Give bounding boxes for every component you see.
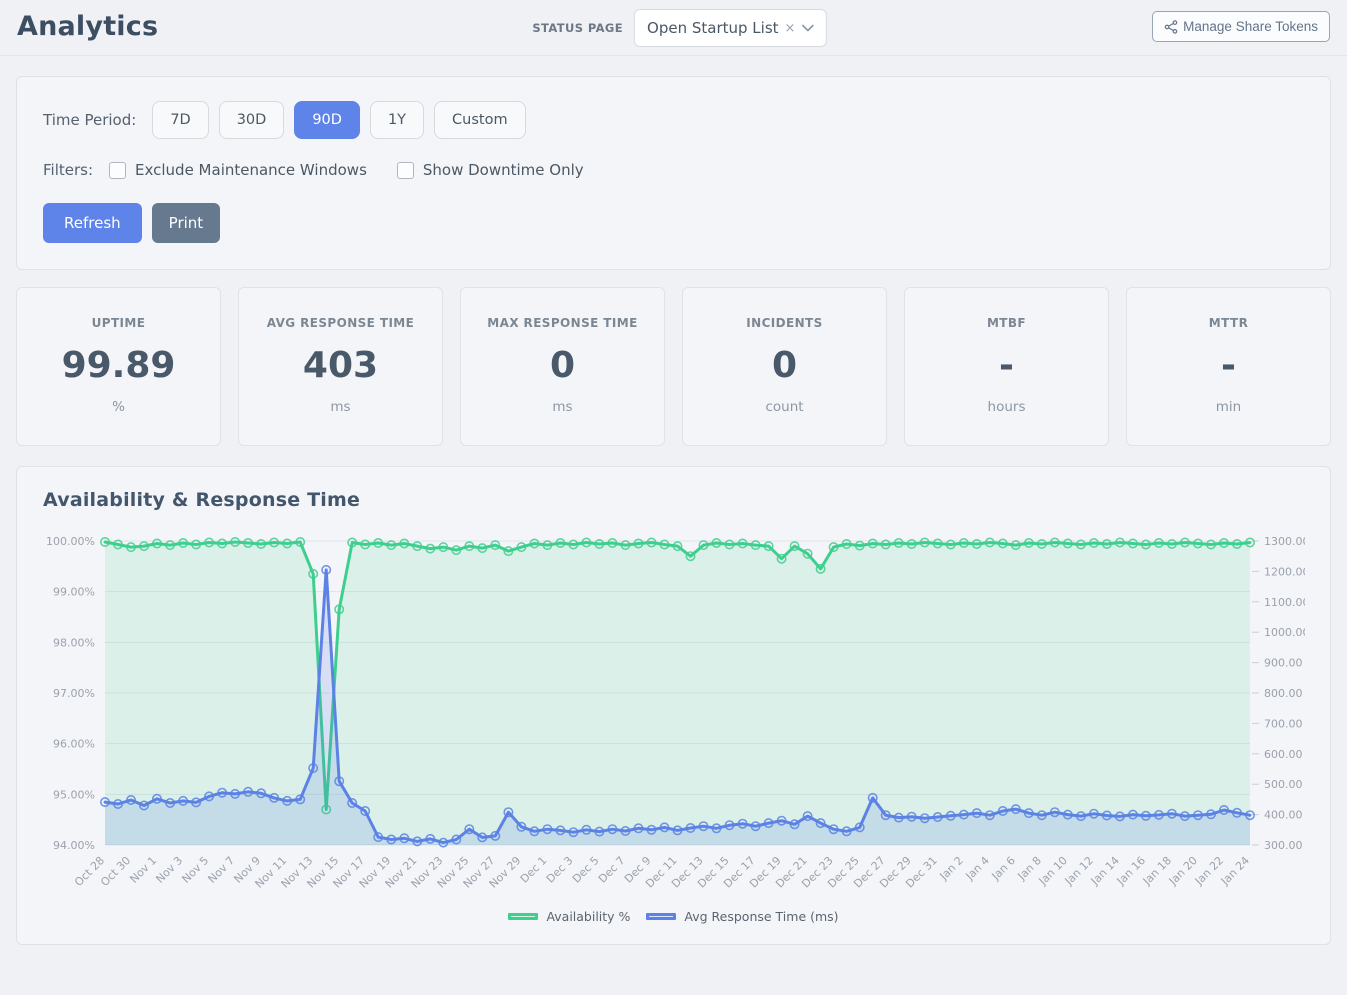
time-period-group: 7D 30D 90D 1Y Custom [152, 101, 526, 139]
svg-text:700.00: 700.00 [1264, 717, 1303, 730]
stat-unit: min [1215, 399, 1242, 415]
availability-response-chart: 100.00% 99.00% 98.00% 97.00% 96.00% 95.00% 94.… [46, 535, 1309, 891]
svg-text:100.00%: 100.00% [46, 535, 95, 548]
stat-label: INCIDENTS [746, 316, 823, 330]
time-period-button-1y[interactable]: 1Y [369, 101, 425, 139]
time-period-button-custom[interactable]: Custom [434, 101, 526, 139]
svg-text:Nov 1: Nov 1 [127, 854, 159, 886]
legend-swatch-icon [508, 913, 539, 920]
status-page-select[interactable]: Open Startup List × [634, 9, 827, 47]
stat-card-mtbf: MTBF - hours [904, 287, 1109, 446]
svg-text:400.00: 400.00 [1264, 809, 1303, 822]
refresh-button[interactable]: Refresh [43, 203, 142, 243]
svg-text:97.00%: 97.00% [53, 687, 95, 700]
svg-text:99.00%: 99.00% [53, 586, 95, 599]
stat-value: 0 [771, 345, 798, 386]
legend-item[interactable]: Availability % [508, 909, 630, 924]
svg-text:96.00%: 96.00% [53, 738, 95, 751]
svg-text:Oct 30: Oct 30 [98, 854, 133, 889]
svg-text:Jan 4: Jan 4 [963, 854, 992, 883]
stat-card-mttr: MTTR - min [1126, 287, 1331, 446]
stat-label: MAX RESPONSE TIME [487, 316, 638, 330]
stat-value: 99.89 [61, 345, 176, 386]
chevron-down-icon [801, 24, 814, 32]
time-period-button-30d[interactable]: 30D [218, 101, 285, 139]
chart-title: Availability & Response Time [43, 489, 361, 511]
svg-text:600.00: 600.00 [1264, 748, 1303, 761]
top-header: Analytics STATUS PAGE Open Startup List … [0, 0, 1347, 56]
stat-value: - [1221, 345, 1236, 386]
exclude-maintenance-checkbox[interactable]: Exclude Maintenance Windows [109, 161, 367, 179]
stat-label: UPTIME [91, 316, 146, 330]
svg-text:Jan 16: Jan 16 [1114, 854, 1148, 888]
stat-unit: ms [552, 399, 573, 415]
svg-text:1300.00: 1300.00 [1264, 535, 1305, 548]
time-period-label: Time Period: [43, 111, 137, 129]
legend-swatch-icon [646, 913, 677, 920]
chart-legend: Availability % Avg Response Time (ms) [43, 909, 1304, 924]
svg-text:800.00: 800.00 [1264, 687, 1303, 700]
svg-text:94.00%: 94.00% [53, 839, 95, 852]
svg-text:Dec 5: Dec 5 [570, 854, 602, 886]
checkbox-icon[interactable] [396, 161, 414, 179]
svg-text:Nov 5: Nov 5 [179, 854, 211, 886]
show-downtime-checkbox[interactable]: Show Downtime Only [396, 161, 584, 179]
stat-label: MTBF [986, 316, 1027, 330]
legend-label: Avg Response Time (ms) [684, 909, 839, 924]
stat-unit: count [765, 399, 804, 415]
svg-text:95.00%: 95.00% [53, 788, 95, 801]
svg-text:Jan 20: Jan 20 [1166, 854, 1200, 888]
svg-text:1100.00: 1100.00 [1264, 596, 1305, 609]
svg-text:Jan 2: Jan 2 [937, 854, 966, 883]
filters-label: Filters: [43, 161, 94, 179]
status-page-label: STATUS PAGE [532, 21, 624, 35]
svg-text:Jan 18: Jan 18 [1140, 854, 1174, 888]
stat-label: AVG RESPONSE TIME [266, 316, 415, 330]
svg-text:Jan 14: Jan 14 [1088, 854, 1122, 888]
svg-text:900.00: 900.00 [1264, 657, 1303, 670]
svg-text:Jan 12: Jan 12 [1062, 854, 1096, 888]
stat-value: 403 [302, 345, 379, 386]
share-icon [1164, 19, 1178, 34]
svg-text:Nov 3: Nov 3 [153, 854, 185, 886]
stat-unit: % [112, 399, 125, 415]
stat-value: - [999, 345, 1014, 386]
svg-text:Jan 10: Jan 10 [1036, 854, 1070, 888]
svg-text:1200.00: 1200.00 [1264, 565, 1305, 578]
svg-text:Dec 7: Dec 7 [596, 854, 628, 886]
legend-label: Availability % [546, 909, 631, 924]
stat-value: 0 [549, 345, 576, 386]
stat-card-avg-response-time: AVG RESPONSE TIME 403 ms [238, 287, 443, 446]
status-page-selected-value: Open Startup List [647, 19, 779, 37]
checkbox-icon[interactable] [109, 161, 127, 179]
svg-text:98.00%: 98.00% [53, 636, 95, 649]
stat-card-uptime: UPTIME 99.89% [16, 287, 221, 446]
svg-text:Jan 24: Jan 24 [1218, 854, 1252, 888]
time-period-button-7d[interactable]: 7D [152, 101, 209, 139]
svg-text:Dec 1: Dec 1 [518, 854, 550, 886]
stat-unit: hours [987, 399, 1026, 415]
time-period-button-90d[interactable]: 90D [294, 101, 360, 139]
svg-text:500.00: 500.00 [1264, 778, 1303, 791]
svg-text:Jan 6: Jan 6 [989, 854, 1018, 883]
chart-panel: Availability & Response Time 100.00% 99.0… [16, 466, 1331, 945]
svg-text:300.00: 300.00 [1264, 839, 1303, 852]
svg-text:Nov 7: Nov 7 [205, 854, 237, 886]
controls-panel: Time Period: 7D 30D 90D 1Y Custom Filters: E… [16, 76, 1331, 270]
legend-item[interactable]: Avg Response Time (ms) [646, 909, 839, 924]
stat-unit: ms [330, 399, 351, 415]
clear-selection-icon[interactable]: × [784, 20, 796, 36]
stat-card-max-response-time: MAX RESPONSE TIME 0 ms [460, 287, 665, 446]
stats-row: UPTIME 99.89% AVG RESPONSE TIME 403 ms MAX RE… [16, 287, 1331, 446]
stat-label: MTTR [1208, 316, 1249, 330]
print-button[interactable]: Print [151, 203, 221, 243]
manage-share-tokens-button[interactable]: Manage Share Tokens [1152, 11, 1330, 42]
page-title: Analytics [17, 11, 159, 42]
stat-card-incidents: INCIDENTS 0 count [682, 287, 887, 446]
svg-text:Jan 22: Jan 22 [1192, 854, 1226, 888]
svg-text:Dec 3: Dec 3 [544, 854, 576, 886]
svg-text:1000.00: 1000.00 [1264, 626, 1305, 639]
